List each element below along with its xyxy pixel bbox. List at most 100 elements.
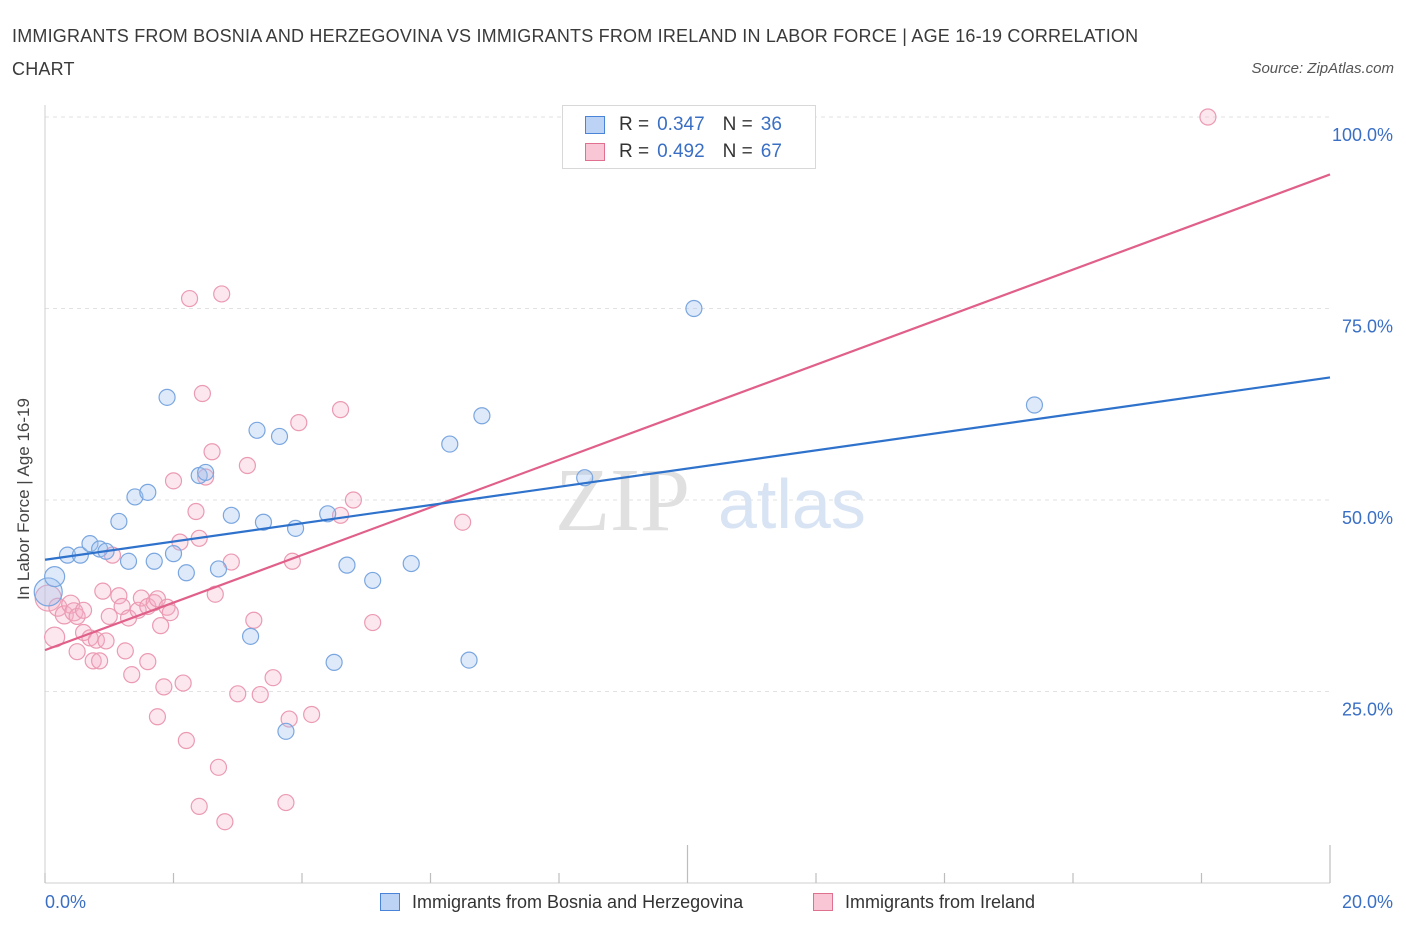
ireland-point xyxy=(155,678,173,696)
ireland-point xyxy=(187,502,205,521)
bosnia-point xyxy=(460,651,478,669)
legend-r-label: R = xyxy=(619,114,650,135)
correlation-legend: R = 0.347 N = 36 R = 0.492 N = 67 xyxy=(562,105,816,169)
ireland-trend-line xyxy=(44,173,1331,652)
ireland-point xyxy=(209,758,228,776)
ireland-point xyxy=(174,674,192,692)
ireland-point xyxy=(180,289,199,308)
bosnia-point xyxy=(139,483,157,501)
ireland-point xyxy=(290,414,308,432)
ireland-point xyxy=(454,513,472,531)
ireland-point xyxy=(344,491,362,509)
bosnia-point xyxy=(119,552,138,570)
bosnia-point xyxy=(473,407,491,425)
ireland-point xyxy=(238,456,256,475)
ireland-point xyxy=(190,797,208,816)
legend-n-label: N = xyxy=(722,141,753,162)
bosnia-point xyxy=(126,488,144,506)
ireland-point xyxy=(251,685,269,704)
watermark-zip: ZIP xyxy=(555,451,690,550)
ireland-point xyxy=(110,587,128,605)
ireland-point xyxy=(229,685,247,703)
bosnia-point xyxy=(164,545,183,563)
legend-n-value: 36 xyxy=(760,114,782,135)
ireland-points xyxy=(34,108,1217,831)
ireland-point xyxy=(68,607,86,626)
ireland-point xyxy=(74,601,93,619)
ireland-point xyxy=(245,611,263,629)
ireland-point xyxy=(277,793,295,812)
y-tick-label: 100.0% xyxy=(1332,125,1393,145)
bottom-legend-bosnia: Immigrants from Bosnia and Herzegovina xyxy=(380,890,743,914)
bosnia-point xyxy=(145,552,163,570)
trend-lines xyxy=(44,173,1331,652)
ireland-point xyxy=(94,582,112,600)
legend-n-label: N = xyxy=(722,114,753,135)
bosnia-points xyxy=(33,299,1044,740)
bosnia-point xyxy=(402,554,420,573)
bottom-legend-label-bosnia: Immigrants from Bosnia and Herzegovina xyxy=(412,891,744,912)
source-label: Source: ZipAtlas.com xyxy=(1251,60,1394,77)
legend-swatch-bosnia xyxy=(585,116,605,134)
ireland-point xyxy=(100,607,118,626)
bosnia-point xyxy=(364,571,382,590)
ireland-point xyxy=(193,384,212,403)
legend-swatch-ireland xyxy=(585,143,605,161)
ireland-point xyxy=(164,472,183,490)
legend-r-value: 0.347 xyxy=(657,114,705,135)
legend-row-bosnia: R = 0.347 N = 36 xyxy=(585,113,782,137)
bottom-legend-label-ireland: Immigrants from Ireland xyxy=(845,891,1036,912)
x-tick-label: 0.0% xyxy=(45,892,86,912)
ireland-point xyxy=(116,642,134,660)
ireland-point xyxy=(264,669,282,687)
legend-r-label: R = xyxy=(619,141,650,162)
ireland-point xyxy=(216,813,234,831)
bosnia-point xyxy=(33,577,63,607)
bottom-legend-swatch-ireland xyxy=(813,893,833,911)
bosnia-point xyxy=(277,722,295,740)
bottom-legend-swatch-bosnia xyxy=(380,893,400,911)
bosnia-point xyxy=(209,560,228,578)
ireland-point xyxy=(91,652,109,670)
bosnia-point xyxy=(248,421,266,439)
ireland-point xyxy=(197,468,215,486)
bosnia-trend-line xyxy=(44,376,1331,561)
legend-row-ireland: R = 0.492 N = 67 xyxy=(585,140,782,164)
axes xyxy=(44,105,1331,884)
ireland-point xyxy=(148,708,167,726)
bosnia-point xyxy=(177,564,195,582)
bosnia-point xyxy=(338,556,356,574)
bosnia-point xyxy=(254,513,273,531)
ireland-point xyxy=(139,653,157,671)
watermark-atlas: atlas xyxy=(718,465,866,543)
ireland-point xyxy=(364,613,382,632)
ireland-point xyxy=(213,285,231,303)
bosnia-point xyxy=(325,653,343,671)
ireland-point xyxy=(331,401,350,419)
x-tick-label: 20.0% xyxy=(1342,892,1393,912)
legend-n-value: 67 xyxy=(760,141,782,162)
y-tick-label: 50.0% xyxy=(1342,508,1393,528)
bosnia-point xyxy=(1025,396,1044,414)
watermark: ZIP atlas xyxy=(555,451,866,550)
bosnia-point xyxy=(110,512,128,531)
bosnia-point xyxy=(158,388,176,406)
bosnia-point xyxy=(270,427,289,446)
ireland-point xyxy=(152,617,170,635)
bosnia-point xyxy=(441,435,459,453)
ireland-point xyxy=(84,652,102,670)
ireland-point xyxy=(1199,108,1217,126)
bosnia-point xyxy=(222,506,240,524)
bosnia-point xyxy=(242,627,260,645)
bosnia-point xyxy=(197,463,215,482)
y-tick-label: 75.0% xyxy=(1342,317,1393,337)
legend-r-value: 0.492 xyxy=(657,141,705,162)
bosnia-point xyxy=(319,505,337,523)
bosnia-point xyxy=(685,299,703,318)
tick-labels: 25.0% 50.0% 75.0% 100.0% 0.0% 20.0% xyxy=(45,125,1393,912)
bosnia-point xyxy=(81,535,99,553)
ireland-point xyxy=(68,643,86,661)
y-tick-label: 25.0% xyxy=(1342,700,1393,720)
chart-title: IMMIGRANTS FROM BOSNIA AND HERZEGOVINA V… xyxy=(12,26,1139,79)
